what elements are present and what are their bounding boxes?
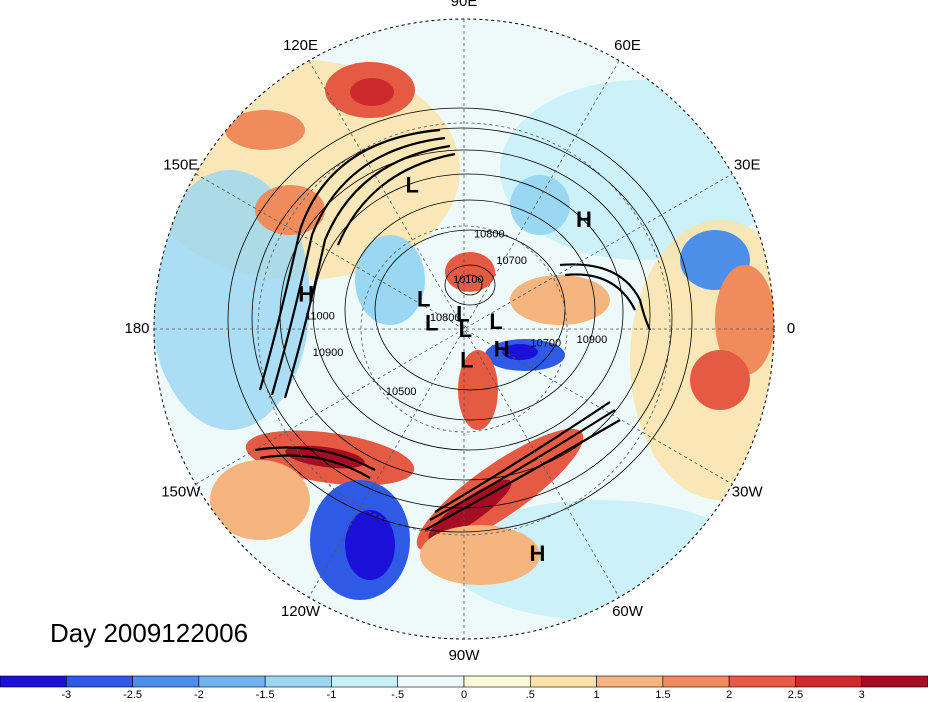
low-pressure-label: L bbox=[489, 309, 502, 334]
contour-label: 10700 bbox=[531, 337, 562, 349]
longitude-labels: 90E 60E 30E 0 30W 60W 90W 120W 150W 180 150E 120E bbox=[124, 0, 795, 664]
colorbar-swatch bbox=[0, 675, 67, 688]
colorbar-tick-label: -1.5 bbox=[256, 689, 275, 701]
colorbar-tick-label: 0 bbox=[461, 689, 467, 701]
colorbar-swatch bbox=[795, 675, 863, 688]
colorbar-swatch bbox=[331, 675, 399, 688]
colorbar-swatch bbox=[264, 675, 332, 688]
low-pressure-label: L bbox=[425, 310, 438, 335]
lon-label: 150E bbox=[163, 156, 198, 173]
colorbar-swatch bbox=[596, 675, 664, 688]
low-pressure-label: L bbox=[406, 173, 419, 198]
colorbar-tick-label: 1.5 bbox=[655, 689, 670, 701]
lon-label: 60E bbox=[614, 37, 641, 54]
high-pressure-label: H bbox=[298, 281, 314, 306]
contour-labels: 10800 10700 10100 11000 10900 10800 10500 10700… bbox=[305, 228, 607, 397]
contour-label: 10800 bbox=[474, 228, 505, 240]
high-pressure-label: H bbox=[494, 337, 510, 362]
colorbar-swatch bbox=[198, 675, 266, 688]
contour-label: 10900 bbox=[577, 334, 608, 346]
colorbar-swatch bbox=[463, 675, 531, 688]
high-pressure-label: H bbox=[576, 207, 592, 232]
lon-label: 60W bbox=[612, 603, 644, 620]
colorbar-tick-label: 3 bbox=[859, 689, 865, 701]
lon-label: 120E bbox=[283, 37, 318, 54]
colorbar-tick-label: -.5 bbox=[391, 689, 404, 701]
lon-label: 120W bbox=[281, 603, 321, 620]
contour-label: 10700 bbox=[496, 255, 527, 267]
high-pressure-label: H bbox=[530, 541, 546, 566]
colorbar-tick-label: .5 bbox=[526, 689, 535, 701]
colorbar-tick-label: 2.5 bbox=[788, 689, 803, 701]
colorbar-swatches bbox=[0, 675, 928, 688]
colorbar-swatch bbox=[861, 675, 928, 688]
contour-label: 10800 bbox=[430, 312, 461, 324]
low-pressure-label: L bbox=[417, 287, 430, 312]
lon-label: 30W bbox=[732, 483, 764, 500]
colorbar-tick-label: -2 bbox=[194, 689, 204, 701]
contour-label: 11000 bbox=[305, 310, 335, 322]
colorbar-swatch bbox=[65, 675, 133, 688]
low-pressure-label: L bbox=[459, 317, 472, 342]
lon-label: 90W bbox=[449, 647, 481, 664]
contour-label: 10100 bbox=[453, 274, 484, 286]
colorbar-tick-label: -2.5 bbox=[123, 689, 142, 701]
colorbar-swatch bbox=[132, 675, 200, 688]
graticule bbox=[154, 19, 774, 639]
colorbar-swatch bbox=[728, 675, 796, 688]
colorbar-swatch bbox=[397, 675, 465, 688]
contour-label: 10500 bbox=[386, 386, 417, 398]
colorbar-swatch bbox=[662, 675, 730, 688]
colorbar-swatch bbox=[529, 675, 597, 688]
low-pressure-label: L bbox=[456, 301, 469, 326]
colorbar: -3 -2.5 -2 -1.5 -1 -.5 0 .5 1 1.5 2 2.5 3 bbox=[0, 675, 928, 701]
map-border bbox=[153, 18, 775, 640]
lon-label: 0 bbox=[787, 320, 795, 337]
lon-label: 30E bbox=[734, 156, 761, 173]
jet-stream-contours bbox=[254, 128, 651, 531]
colorbar-ticks: -3 -2.5 -2 -1.5 -1 -.5 0 .5 1 1.5 2 2.5 3 bbox=[61, 689, 864, 701]
low-pressure-label: L bbox=[460, 347, 473, 372]
day-label: Day 2009122006 bbox=[50, 618, 249, 648]
colorbar-tick-label: 1 bbox=[594, 689, 600, 701]
lon-label: 150W bbox=[161, 483, 201, 500]
colorbar-tick-label: -3 bbox=[61, 689, 71, 701]
lon-label: 90E bbox=[451, 0, 478, 10]
lon-label: 180 bbox=[124, 320, 149, 337]
colorbar-tick-label: -1 bbox=[327, 689, 337, 701]
colorbar-tick-label: 2 bbox=[726, 689, 732, 701]
contour-label: 10900 bbox=[313, 347, 344, 359]
